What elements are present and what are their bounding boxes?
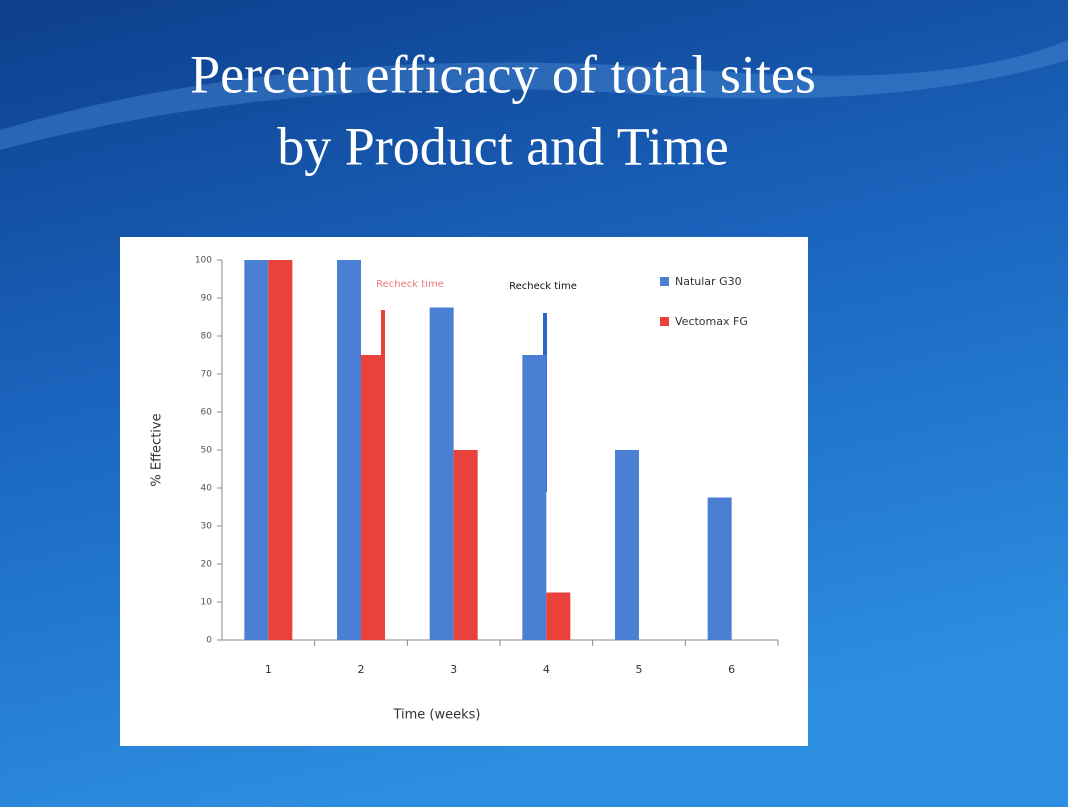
bar xyxy=(522,355,547,640)
bar xyxy=(337,260,361,640)
bar xyxy=(453,450,478,640)
y-tick-label: 20 xyxy=(201,560,213,570)
y-tick-label: 60 xyxy=(201,408,213,418)
annotation: Recheck time xyxy=(376,279,444,290)
legend-swatch xyxy=(660,317,669,326)
bar xyxy=(244,260,269,640)
title-line: by Product and Time xyxy=(277,116,729,176)
y-tick-label: 70 xyxy=(201,370,213,380)
y-tick-label: 80 xyxy=(201,332,213,342)
y-tick-label: 0 xyxy=(206,636,212,646)
bar xyxy=(546,592,571,640)
x-tick-label: 5 xyxy=(636,663,643,676)
x-tick-label: 2 xyxy=(358,663,365,676)
title-line: Percent efficacy of total sites xyxy=(190,44,816,104)
bar xyxy=(361,355,385,640)
annotation: Recheck time xyxy=(509,281,577,292)
y-tick-label: 90 xyxy=(201,294,213,304)
y-axis-label: % Effective xyxy=(150,413,165,486)
x-axis-label: Time (weeks) xyxy=(392,708,480,723)
x-tick-label: 1 xyxy=(265,663,272,676)
y-tick-label: 50 xyxy=(201,446,213,456)
bar xyxy=(268,260,293,640)
bar xyxy=(429,307,454,640)
bar xyxy=(615,450,639,640)
x-tick-label: 6 xyxy=(728,663,735,676)
y-tick-label: 100 xyxy=(195,256,212,266)
x-tick-label: 3 xyxy=(450,663,457,676)
y-tick-label: 10 xyxy=(201,598,213,608)
x-tick-label: 4 xyxy=(543,663,550,676)
legend-swatch xyxy=(660,277,669,286)
y-tick-label: 30 xyxy=(201,522,213,532)
legend-label: Natular G30 xyxy=(675,275,742,288)
legend-label: Vectomax FG xyxy=(675,315,748,328)
y-tick-label: 40 xyxy=(201,484,213,494)
bar xyxy=(707,497,732,640)
swoosh xyxy=(0,40,1068,150)
